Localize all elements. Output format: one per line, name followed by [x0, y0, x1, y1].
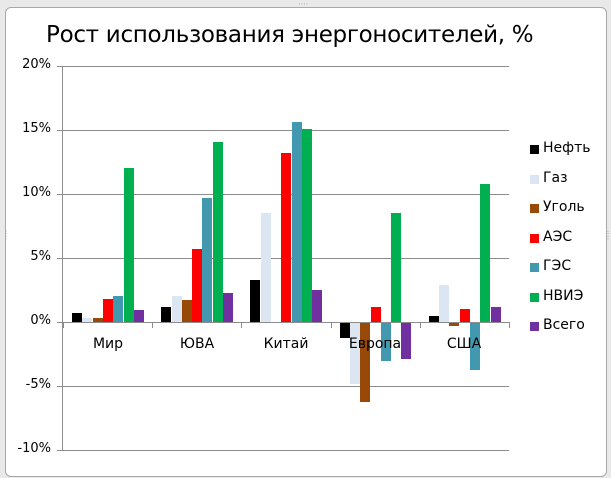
x-tick-mark — [420, 322, 421, 328]
bar[interactable] — [261, 213, 271, 322]
legend-swatch-icon — [530, 263, 539, 272]
legend-label: АЭС — [543, 228, 573, 245]
resize-handle-right[interactable]: ···· — [603, 230, 611, 241]
y-tick-mark — [57, 322, 62, 323]
bar[interactable] — [124, 168, 134, 322]
bar[interactable] — [360, 323, 370, 402]
legend-label: Уголь — [543, 199, 585, 215]
bar[interactable] — [449, 323, 459, 326]
y-tick-mark — [57, 450, 62, 451]
y-tick-label: 5% — [30, 249, 51, 264]
bar[interactable] — [460, 309, 470, 322]
gridline — [63, 130, 509, 131]
gridline — [63, 450, 509, 451]
bar[interactable] — [134, 310, 144, 322]
bar[interactable] — [302, 129, 312, 322]
legend-swatch-icon — [530, 322, 539, 331]
x-category-label: Мир — [92, 336, 124, 352]
resize-handle-left[interactable]: ···· — [1, 230, 10, 241]
x-tick-mark — [241, 322, 242, 328]
legend-label: ГЭС — [543, 258, 572, 274]
x-category-label: ЮВА — [179, 336, 215, 352]
x-tick-mark — [152, 322, 153, 328]
bar[interactable] — [250, 280, 260, 322]
bar[interactable] — [82, 318, 92, 322]
bar[interactable] — [182, 300, 192, 322]
legend-label: Всего — [543, 317, 585, 333]
y-tick-mark — [57, 386, 62, 387]
resize-handle-top[interactable]: ···· — [298, 0, 309, 9]
legend-label: Нефть — [543, 140, 591, 156]
bar[interactable] — [192, 249, 202, 322]
legend-swatch-icon — [530, 145, 539, 154]
bar[interactable] — [381, 323, 391, 361]
y-tick-mark — [57, 194, 62, 195]
x-tick-mark — [509, 322, 510, 328]
bar[interactable] — [391, 213, 401, 322]
bar[interactable] — [480, 184, 490, 322]
legend-swatch-icon — [530, 233, 539, 243]
bar[interactable] — [340, 323, 350, 338]
y-tick-label: 20% — [22, 57, 51, 72]
y-tick-mark — [57, 258, 62, 259]
legend-label: НВИЭ — [543, 287, 584, 304]
gridline — [63, 66, 509, 67]
y-tick-mark — [57, 66, 62, 67]
bar[interactable] — [223, 293, 233, 322]
x-category-label: Китай — [263, 336, 309, 352]
y-tick-label: -5% — [25, 377, 51, 392]
bar[interactable] — [439, 285, 449, 322]
y-tick-label: 0% — [30, 313, 51, 328]
chart-title: Рост использования энергоносителей, % — [46, 22, 534, 48]
x-tick-mark — [331, 322, 332, 328]
bar[interactable] — [161, 307, 171, 322]
bar[interactable] — [429, 316, 439, 322]
legend-label: Газ — [543, 169, 568, 186]
bar[interactable] — [213, 142, 223, 322]
x-axis — [63, 322, 509, 323]
bar[interactable] — [93, 318, 103, 322]
y-tick-label: 10% — [22, 185, 51, 200]
bar[interactable] — [470, 323, 480, 370]
bar[interactable] — [103, 299, 113, 322]
gridline — [63, 386, 509, 387]
bar[interactable] — [312, 290, 322, 322]
bar[interactable] — [172, 296, 182, 322]
bar[interactable] — [371, 307, 381, 322]
y-tick-mark — [57, 130, 62, 131]
x-category-label: Европа — [348, 336, 402, 352]
bar[interactable] — [401, 323, 411, 359]
bar[interactable] — [350, 323, 360, 384]
bar[interactable] — [202, 198, 212, 322]
legend-swatch-icon — [530, 204, 539, 213]
legend-swatch-icon — [530, 292, 539, 302]
y-tick-label: -10% — [17, 441, 51, 456]
y-axis — [62, 66, 63, 451]
x-tick-mark — [63, 322, 64, 328]
bar[interactable] — [72, 313, 82, 322]
y-tick-label: 15% — [22, 121, 51, 136]
bar[interactable] — [113, 296, 123, 322]
bar[interactable] — [281, 153, 291, 322]
legend-swatch-icon — [530, 174, 539, 184]
bar[interactable] — [292, 122, 302, 322]
bar[interactable] — [491, 307, 501, 322]
x-category-label: США — [446, 336, 482, 352]
